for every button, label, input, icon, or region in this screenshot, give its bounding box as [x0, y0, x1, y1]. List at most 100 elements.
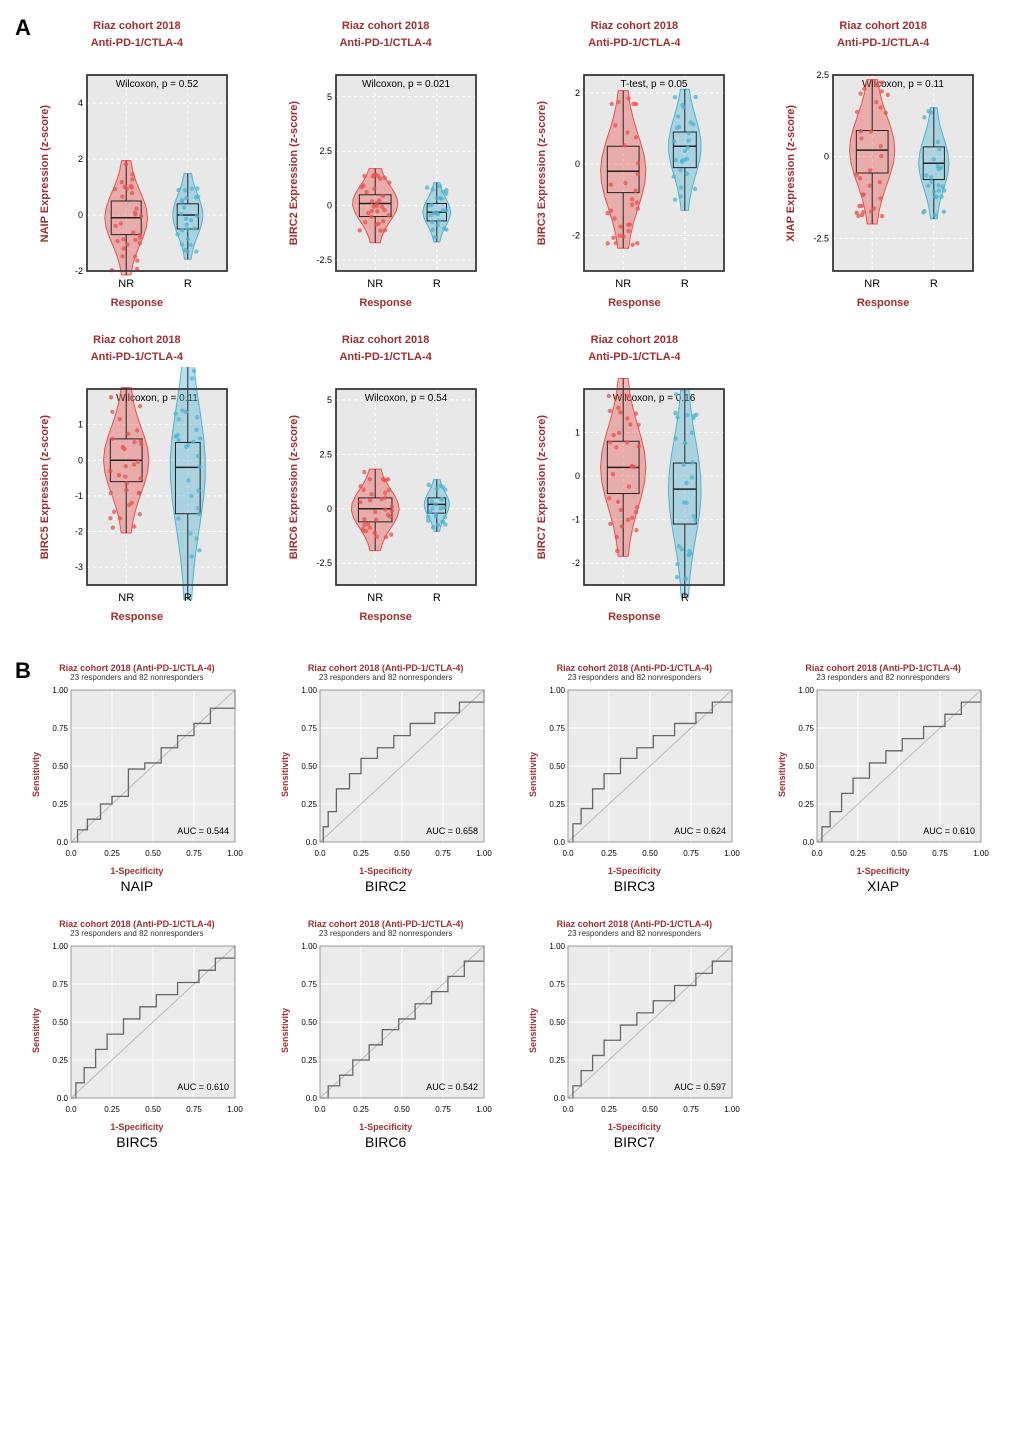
violin-ylabel: BIRC3 Expression (z-score) [536, 101, 548, 245]
roc-gene-label: BIRC7 [614, 1134, 655, 1150]
svg-text:NR: NR [616, 592, 632, 604]
violin-xlabel: Response [111, 611, 164, 623]
svg-text:0.75: 0.75 [684, 849, 700, 858]
roc-svg-XIAP: 0.00.00.250.250.500.500.750.751.001.00AU… [789, 684, 989, 864]
roc-ylabel: Sensitivity [280, 1008, 290, 1053]
svg-text:-3: -3 [75, 563, 83, 573]
violin-svg-NAIP: -2024Wilcoxon, p = 0.52NRR [55, 53, 235, 293]
svg-text:0.0: 0.0 [65, 1105, 77, 1114]
svg-text:0.75: 0.75 [186, 1105, 202, 1114]
svg-text:0.0: 0.0 [554, 838, 566, 847]
roc-subtitle: 23 responders and 82 nonresponders [319, 673, 452, 682]
panel-a-section: A Riaz cohort 2018 Anti-PD-1/CTLA-4 NAIP… [20, 20, 1000, 623]
svg-text:1.00: 1.00 [476, 1105, 492, 1114]
svg-text:0.25: 0.25 [550, 800, 566, 809]
roc-grid: Riaz cohort 2018 (Anti-PD-1/CTLA-4) 23 r… [20, 663, 1000, 1150]
violin-title: Riaz cohort 2018 [342, 20, 429, 33]
svg-text:1: 1 [575, 428, 580, 438]
svg-text:1.00: 1.00 [227, 849, 243, 858]
svg-text:AUC = 0.544: AUC = 0.544 [177, 826, 229, 836]
svg-text:R: R [930, 278, 938, 290]
roc-title: Riaz cohort 2018 (Anti-PD-1/CTLA-4) [805, 663, 961, 673]
violin-ylabel: XIAP Expression (z-score) [785, 105, 797, 242]
svg-text:4: 4 [78, 98, 83, 108]
svg-text:1.00: 1.00 [301, 942, 317, 951]
roc-svg-BIRC5: 0.00.00.250.250.500.500.750.751.001.00AU… [43, 940, 243, 1120]
svg-text:0.0: 0.0 [314, 849, 326, 858]
svg-text:NR: NR [118, 278, 134, 290]
svg-text:0.0: 0.0 [306, 838, 318, 847]
svg-text:1.00: 1.00 [52, 942, 68, 951]
roc-panel-BIRC6: Riaz cohort 2018 (Anti-PD-1/CTLA-4) 23 r… [269, 919, 503, 1150]
roc-subtitle: 23 responders and 82 nonresponders [568, 929, 701, 938]
svg-text:0: 0 [575, 471, 580, 481]
violin-title: Riaz cohort 2018 [591, 20, 678, 33]
svg-text:2: 2 [78, 154, 83, 164]
roc-svg-BIRC2: 0.00.00.250.250.500.500.750.751.001.00AU… [292, 684, 492, 864]
violin-ylabel: BIRC6 Expression (z-score) [288, 415, 300, 559]
svg-text:0.75: 0.75 [684, 1105, 700, 1114]
svg-text:NR: NR [367, 278, 383, 290]
svg-text:0.50: 0.50 [799, 762, 815, 771]
roc-xlabel: 1-Specificity [857, 866, 910, 876]
svg-text:0.50: 0.50 [394, 849, 410, 858]
violin-svg-BIRC3: -202T-test, p = 0.05NRR [552, 53, 732, 293]
violin-ylabel: NAIP Expression (z-score) [39, 105, 51, 242]
violin-grid: Riaz cohort 2018 Anti-PD-1/CTLA-4 NAIP E… [20, 20, 1000, 623]
svg-text:0.75: 0.75 [550, 724, 566, 733]
roc-xlabel: 1-Specificity [608, 1122, 661, 1132]
svg-text:NR: NR [367, 592, 383, 604]
panel-b-section: B Riaz cohort 2018 (Anti-PD-1/CTLA-4) 23… [20, 663, 1000, 1150]
violin-xlabel: Response [857, 297, 910, 309]
roc-title: Riaz cohort 2018 (Anti-PD-1/CTLA-4) [557, 919, 713, 929]
violin-title: Riaz cohort 2018 [591, 334, 678, 347]
svg-text:0.75: 0.75 [52, 980, 68, 989]
roc-xlabel: 1-Specificity [110, 1122, 163, 1132]
svg-text:0.25: 0.25 [104, 1105, 120, 1114]
roc-ylabel: Sensitivity [528, 1008, 538, 1053]
svg-text:0.50: 0.50 [145, 849, 161, 858]
roc-title: Riaz cohort 2018 (Anti-PD-1/CTLA-4) [308, 919, 464, 929]
svg-text:0.0: 0.0 [306, 1094, 318, 1103]
svg-text:2.5: 2.5 [817, 70, 830, 80]
svg-text:0.0: 0.0 [57, 838, 69, 847]
svg-text:T-test, p = 0.05: T-test, p = 0.05 [621, 79, 688, 90]
violin-panel-BIRC3: Riaz cohort 2018 Anti-PD-1/CTLA-4 BIRC3 … [518, 20, 752, 309]
svg-text:0.75: 0.75 [301, 980, 317, 989]
svg-text:0: 0 [78, 210, 83, 220]
roc-subtitle: 23 responders and 82 nonresponders [70, 929, 203, 938]
panel-b-label: B [15, 658, 31, 684]
roc-svg-BIRC6: 0.00.00.250.250.500.500.750.751.001.00AU… [292, 940, 492, 1120]
svg-text:NR: NR [118, 592, 134, 604]
svg-text:0.75: 0.75 [186, 849, 202, 858]
roc-subtitle: 23 responders and 82 nonresponders [568, 673, 701, 682]
roc-ylabel: Sensitivity [528, 752, 538, 797]
svg-text:0.0: 0.0 [314, 1105, 326, 1114]
svg-text:R: R [681, 278, 689, 290]
roc-gene-label: NAIP [121, 878, 154, 894]
violin-ylabel: BIRC2 Expression (z-score) [288, 101, 300, 245]
violin-svg-XIAP: -2.502.5Wilcoxon, p = 0.11NRR [801, 53, 981, 293]
roc-ylabel: Sensitivity [280, 752, 290, 797]
svg-text:R: R [681, 592, 689, 604]
svg-text:AUC = 0.624: AUC = 0.624 [675, 826, 727, 836]
svg-text:1.00: 1.00 [301, 686, 317, 695]
svg-text:0.25: 0.25 [301, 800, 317, 809]
violin-subtitle: Anti-PD-1/CTLA-4 [588, 351, 680, 363]
roc-svg-NAIP: 0.00.00.250.250.500.500.750.751.001.00AU… [43, 684, 243, 864]
svg-text:0.0: 0.0 [563, 1105, 575, 1114]
violin-panel-NAIP: Riaz cohort 2018 Anti-PD-1/CTLA-4 NAIP E… [20, 20, 254, 309]
violin-panel-BIRC6: Riaz cohort 2018 Anti-PD-1/CTLA-4 BIRC6 … [269, 334, 503, 623]
panel-a-label: A [15, 15, 31, 41]
roc-svg-BIRC7: 0.00.00.250.250.500.500.750.751.001.00AU… [540, 940, 740, 1120]
svg-text:0: 0 [327, 504, 332, 514]
svg-text:0.50: 0.50 [643, 1105, 659, 1114]
roc-title: Riaz cohort 2018 (Anti-PD-1/CTLA-4) [557, 663, 713, 673]
roc-ylabel: Sensitivity [31, 752, 41, 797]
svg-text:Wilcoxon, p = 0.021: Wilcoxon, p = 0.021 [362, 79, 451, 90]
svg-text:0.75: 0.75 [435, 849, 451, 858]
roc-ylabel: Sensitivity [31, 1008, 41, 1053]
roc-title: Riaz cohort 2018 (Anti-PD-1/CTLA-4) [308, 663, 464, 673]
roc-gene-label: BIRC6 [365, 1134, 406, 1150]
violin-panel-BIRC7: Riaz cohort 2018 Anti-PD-1/CTLA-4 BIRC7 … [518, 334, 752, 623]
